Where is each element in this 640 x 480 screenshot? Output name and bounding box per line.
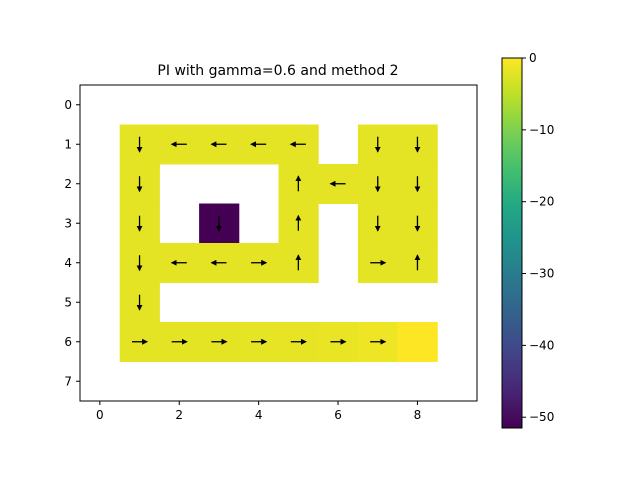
y-tick-label: 4	[64, 256, 72, 270]
colorbar-tick-label: −40	[529, 338, 554, 352]
y-tick-label: 6	[64, 335, 72, 349]
heatmap-cells	[119, 124, 438, 362]
y-tick-label: 7	[64, 374, 72, 388]
colorbar-tick-label: −20	[529, 195, 554, 209]
colorbar-tick-label: −30	[529, 267, 554, 281]
x-tick-label: 2	[175, 408, 183, 422]
y-tick-label: 5	[64, 295, 72, 309]
colorbar-tick-label: 0	[529, 51, 537, 65]
cell-r6-c8	[397, 322, 438, 362]
y-tick-label: 1	[64, 137, 72, 151]
chart-title: PI with gamma=0.6 and method 2	[157, 63, 398, 79]
x-tick-label: 8	[414, 408, 422, 422]
policy-arrows	[132, 136, 421, 345]
x-tick-label: 6	[334, 408, 342, 422]
colorbar-ticks: 0 −10 −20 −30 −40 −50	[522, 51, 554, 424]
y-tick-label: 0	[64, 98, 72, 112]
y-tick-label: 2	[64, 177, 72, 191]
plot-frame	[79, 84, 478, 402]
x-axis: 0 2 4 6 8	[96, 401, 421, 422]
colorbar	[501, 57, 523, 429]
x-tick-label: 4	[255, 408, 263, 422]
y-axis: 0 1 2 3 4 5 6 7	[64, 98, 80, 388]
x-tick-label: 0	[96, 408, 104, 422]
colorbar-tick-label: −50	[529, 410, 554, 424]
y-tick-label: 3	[64, 216, 72, 230]
colorbar-tick-label: −10	[529, 123, 554, 137]
